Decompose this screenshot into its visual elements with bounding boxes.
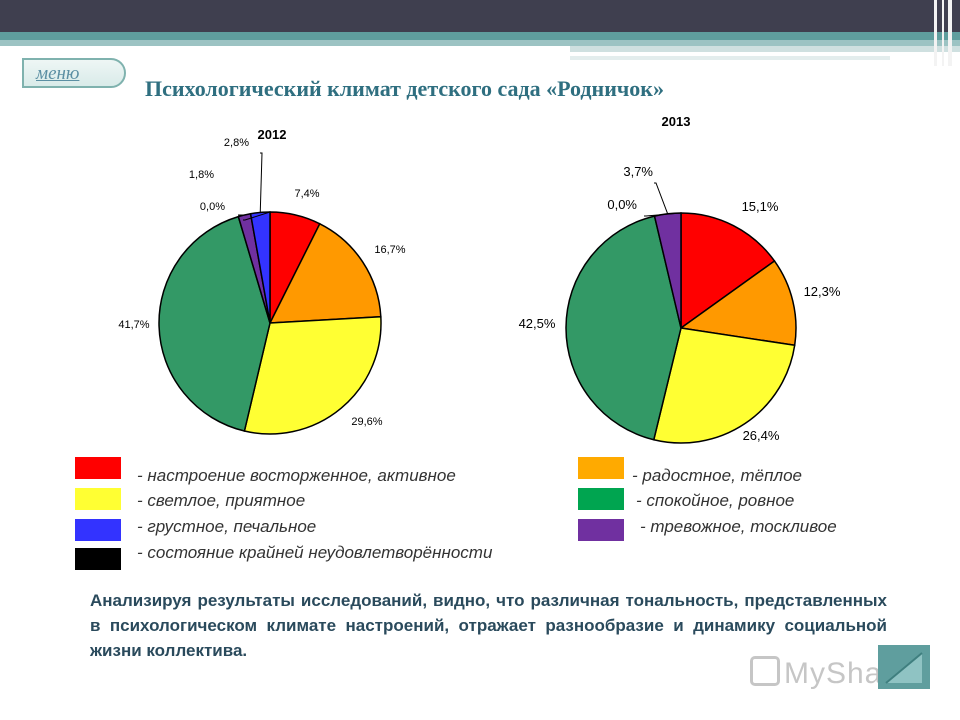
leader-line (654, 182, 669, 214)
decor-band (0, 32, 960, 40)
pie-slice (679, 259, 797, 347)
data-label: 42,5% (519, 316, 556, 331)
next-slide-button[interactable] (878, 645, 930, 689)
top-bar (0, 0, 960, 32)
chart-title-2013: 2013 (662, 114, 691, 129)
pie-slice (158, 215, 271, 432)
pie-2012: 7,4% 16,7% 29,6% 41,7% 1,8% 2,8% 0,0% (118, 137, 406, 435)
pie-slice (243, 315, 382, 435)
legend-label-bright: - светлое, приятное (137, 491, 306, 510)
legend-label-active: - настроение восторженное, активное (137, 466, 456, 485)
leader-line (259, 152, 263, 213)
data-label: 1,8% (189, 169, 214, 181)
data-label: 0,0% (607, 197, 637, 212)
data-label: 0,0% (200, 201, 225, 213)
legend-swatch-red (75, 457, 121, 479)
legend-label-warm: - радостное, тёплое (632, 466, 802, 485)
data-label: 3,7% (623, 164, 653, 179)
decor-band (570, 56, 890, 60)
pie-slice (680, 212, 776, 330)
data-label: 2,8% (224, 137, 249, 149)
legend-swatch-blue (75, 519, 121, 541)
legend-swatch-purple (578, 519, 624, 541)
watermark-logo-icon (750, 656, 780, 686)
menu-button[interactable]: меню (22, 58, 126, 88)
decor-band (570, 46, 960, 52)
legend-label-dissatisfied: - состояние крайней неудовлетворённости (137, 543, 493, 562)
data-label: 12,3% (804, 284, 841, 299)
data-label: 26,4% (743, 428, 780, 443)
data-label: 15,1% (742, 199, 779, 214)
pie-slice (565, 215, 682, 441)
legend-swatch-black (75, 548, 121, 570)
decor-band (0, 40, 960, 46)
data-label: 29,6% (351, 416, 382, 428)
pie-2013: 15,1% 12,3% 26,4% 42,5% 3,7% 0,0% (519, 164, 841, 444)
legend-label-anxious: - тревожное, тоскливое (640, 517, 837, 536)
leader-line (644, 212, 682, 217)
leader-line (243, 211, 271, 221)
analysis-paragraph: Анализируя результаты исследований, видн… (90, 591, 887, 660)
chart-title-2012: 2012 (258, 127, 287, 142)
legend-swatch-green (578, 488, 624, 510)
page-title: Психологический климат детского сада «Ро… (145, 76, 664, 101)
data-label: 41,7% (118, 319, 149, 331)
legend-swatch-yellow (75, 488, 121, 510)
next-arrow-icon (885, 652, 923, 684)
pie-slice (268, 222, 382, 324)
legend-label-calm: - спокойное, ровное (636, 491, 795, 510)
data-label: 7,4% (294, 188, 319, 200)
decor-lines (928, 0, 960, 66)
menu-button-label: меню (36, 63, 80, 84)
legend-swatch-orange (578, 457, 624, 479)
pie-slice (652, 327, 796, 444)
data-label: 16,7% (374, 244, 405, 256)
legend-label-sad: - грустное, печальное (137, 517, 317, 536)
